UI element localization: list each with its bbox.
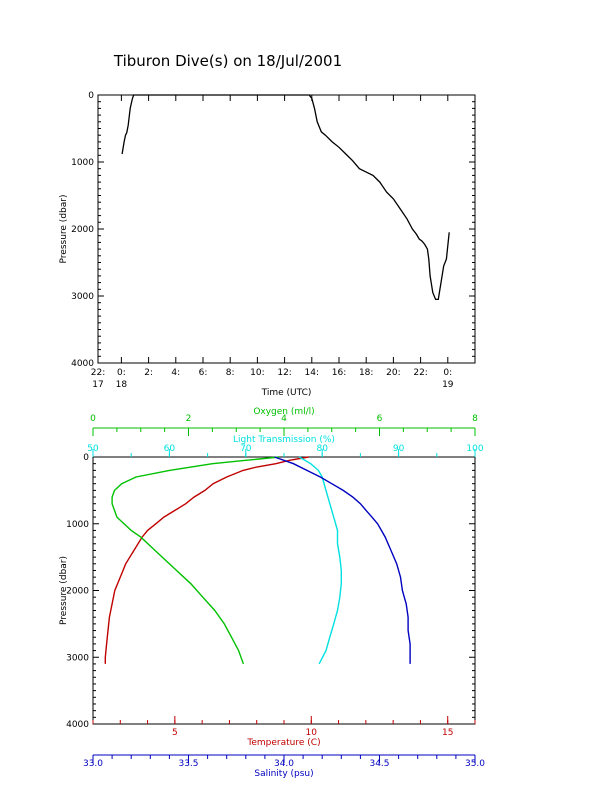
oxygen-tick-label: 6 (377, 414, 383, 424)
light-axis-label: Light Transmission (%) (233, 435, 335, 445)
plot-frame (92, 456, 476, 725)
salinity-tick-label: 34.5 (369, 759, 389, 769)
salinity-tick-label: 34.0 (274, 759, 294, 769)
temperature-profile-line (104, 456, 309, 664)
x-tick-label: 20: (386, 368, 400, 378)
y-tick-label: 1000 (66, 520, 89, 530)
light-tick-label: 70 (240, 444, 252, 454)
oxygen-tick-label: 2 (186, 414, 192, 424)
temperature-tick-label: 15 (442, 728, 453, 738)
x-tick-label: 4: (171, 368, 180, 378)
oxygen-tick-label: 4 (281, 414, 287, 424)
y-tick-label: 4000 (66, 720, 89, 730)
y-tick-label: 4000 (71, 359, 94, 369)
y-tick-label: 2000 (66, 587, 89, 597)
light-tick-label: 50 (87, 444, 99, 454)
oxygen-axis-label: Oxygen (ml/l) (253, 407, 314, 417)
figure-title: Tiburon Dive(s) on 18/Jul/2001 (113, 52, 342, 70)
oxygen-tick-label: 0 (90, 414, 96, 424)
x-tick-label: 0: (443, 368, 452, 378)
x-tick-label: 18: (359, 368, 373, 378)
x-tick-label: 18 (116, 380, 128, 390)
light-tick-label: 100 (466, 444, 483, 454)
x-tick-label: 10: (250, 368, 264, 378)
dive-track-line (121, 94, 450, 301)
salinity-tick-label: 33.5 (178, 759, 198, 769)
x-tick-label: 14: (305, 368, 319, 378)
x-tick-label: 22: (413, 368, 427, 378)
y-tick-label: 3000 (66, 653, 89, 663)
x-tick-label: 12: (277, 368, 291, 378)
light-tick-label: 90 (393, 444, 405, 454)
y-axis-label: Pressure (dbar) (59, 556, 69, 625)
x-tick-label: 17 (92, 380, 103, 390)
plot-frame (97, 94, 476, 364)
x-tick-label: 0: (117, 368, 126, 378)
x-tick-label: 8: (226, 368, 235, 378)
temperature-tick-label: 5 (172, 728, 178, 738)
salinity-tick-label: 33.0 (83, 759, 103, 769)
y-tick-label: 3000 (71, 292, 94, 302)
x-axis-label: Time (UTC) (261, 388, 312, 398)
x-tick-label: 19 (442, 380, 454, 390)
y-tick-label: 0 (88, 91, 94, 101)
oxygen-tick-label: 8 (472, 414, 478, 424)
temperature-tick-label: 10 (306, 728, 318, 738)
y-axis-label: Pressure (dbar) (59, 195, 69, 264)
light-tick-label: 80 (316, 444, 328, 454)
temperature-axis-label: Temperature (C) (246, 738, 320, 748)
time-pressure-panel: 22: 17 0: 18 2: 4: 6: 8: 10: 12: 14: 16: 18: 20: 22: 0:… (59, 91, 476, 398)
salinity-profile-line (274, 456, 411, 664)
light-profile-line (298, 456, 342, 665)
x-tick-label: 6: (199, 368, 208, 378)
oxygen-profile-line (111, 456, 280, 665)
y-tick-label: 2000 (71, 225, 94, 235)
y-tick-label: 1000 (71, 158, 94, 168)
x-tick-label: 22: (91, 368, 105, 378)
x-tick-label: 2: (144, 368, 153, 378)
x-tick-label: 16: (332, 368, 346, 378)
salinity-axis-label: Salinity (psu) (254, 769, 313, 779)
light-tick-label: 60 (164, 444, 176, 454)
y-tick-label: 0 (83, 453, 89, 463)
salinity-tick-label: 35.0 (465, 759, 485, 769)
